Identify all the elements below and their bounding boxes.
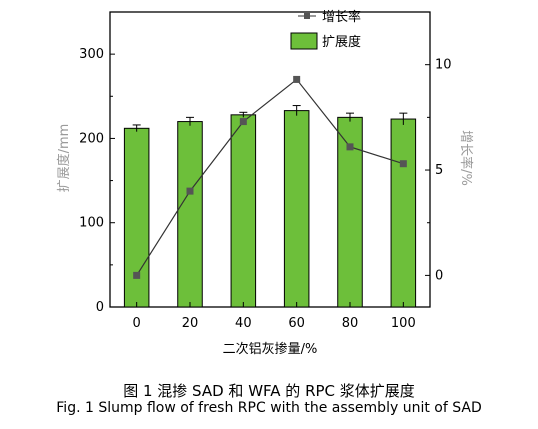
line-point [346,143,354,151]
legend-label-bar: 扩展度 [322,34,361,50]
chart: 0 100 200 300 0 5 10 0 20 40 60 80 100 扩展度/mm 增长率/… [56,9,474,357]
x-tick-label: 20 [182,316,199,331]
x-tick-label: 100 [391,316,416,331]
figure-caption-cn: 图 1 混掺 SAD 和 WFA 的 RPC 浆体扩展度 [123,382,415,400]
left-tick-label: 0 [96,300,104,315]
bar [283,110,310,308]
legend-swatch-bar [290,32,318,50]
x-tick-label: 40 [235,316,252,331]
legend-label-line: 增长率 [322,9,361,25]
y-axis-right-label: 增长率/% [458,130,474,186]
line-point [186,187,194,195]
left-axis-ticks: 0 100 200 300 [79,47,115,315]
left-tick-label: 300 [79,47,104,62]
error-bars [132,105,408,132]
line-series [133,75,407,279]
line-point [399,160,407,168]
x-axis-ticks: 0 20 40 60 80 100 [133,302,416,331]
y-axis-left-label: 扩展度/mm [56,124,72,193]
left-tick-label: 200 [79,131,104,146]
right-tick-label: 5 [435,163,443,178]
legend: 增长率 扩展度 [290,9,361,50]
left-tick-label: 100 [79,216,104,231]
line-path [136,78,404,276]
bar [123,127,150,308]
bar [230,114,257,308]
bar [390,118,417,308]
right-tick-label: 10 [435,58,452,73]
plot-frame [109,11,431,308]
right-axis-ticks: 0 5 10 [425,58,452,283]
x-tick-label: 80 [342,316,359,331]
x-tick-label: 0 [133,316,141,331]
line-point [293,75,301,83]
bar-series [123,110,417,308]
line-point [239,118,247,126]
line-point [133,271,141,279]
x-axis-label: 二次铝灰掺量/% [223,341,318,357]
bar [177,121,203,308]
figure-caption-en: Fig. 1 Slump flow of fresh RPC with the … [56,400,482,416]
x-tick-label: 60 [288,316,305,331]
legend-line-marker [298,13,316,19]
right-tick-label: 0 [435,268,443,283]
